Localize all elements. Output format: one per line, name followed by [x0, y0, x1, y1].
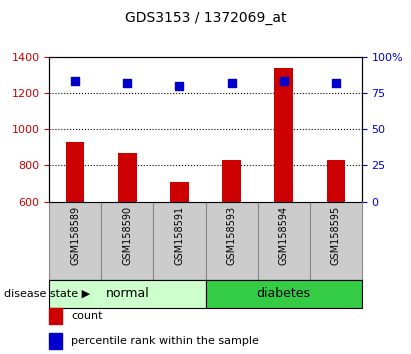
- Point: [176, 83, 183, 88]
- Text: count: count: [71, 311, 103, 321]
- Point: [228, 80, 235, 86]
- Bar: [327, 160, 345, 202]
- Point: [332, 80, 339, 86]
- Bar: [206, 202, 258, 280]
- Text: disease state ▶: disease state ▶: [4, 289, 90, 299]
- Point: [124, 80, 131, 86]
- Text: GSM158591: GSM158591: [175, 206, 185, 265]
- Bar: [49, 333, 62, 349]
- Bar: [49, 202, 102, 280]
- Bar: [258, 202, 309, 280]
- Text: GSM158594: GSM158594: [279, 206, 289, 265]
- Bar: [49, 280, 206, 308]
- Bar: [118, 153, 136, 202]
- Bar: [206, 280, 362, 308]
- Bar: [153, 202, 206, 280]
- Text: percentile rank within the sample: percentile rank within the sample: [71, 336, 259, 346]
- Text: GSM158589: GSM158589: [70, 206, 80, 265]
- Text: diabetes: diabetes: [256, 287, 311, 300]
- Bar: [66, 142, 85, 202]
- Bar: [222, 160, 241, 202]
- Point: [280, 79, 287, 84]
- Bar: [170, 182, 189, 202]
- Bar: [49, 308, 62, 324]
- Text: GSM158590: GSM158590: [122, 206, 132, 265]
- Text: normal: normal: [106, 287, 149, 300]
- Text: GDS3153 / 1372069_at: GDS3153 / 1372069_at: [125, 11, 286, 25]
- Text: GSM158595: GSM158595: [331, 206, 341, 265]
- Bar: [275, 68, 293, 202]
- Bar: [102, 202, 153, 280]
- Text: GSM158593: GSM158593: [226, 206, 236, 265]
- Point: [72, 79, 79, 84]
- Bar: [309, 202, 362, 280]
